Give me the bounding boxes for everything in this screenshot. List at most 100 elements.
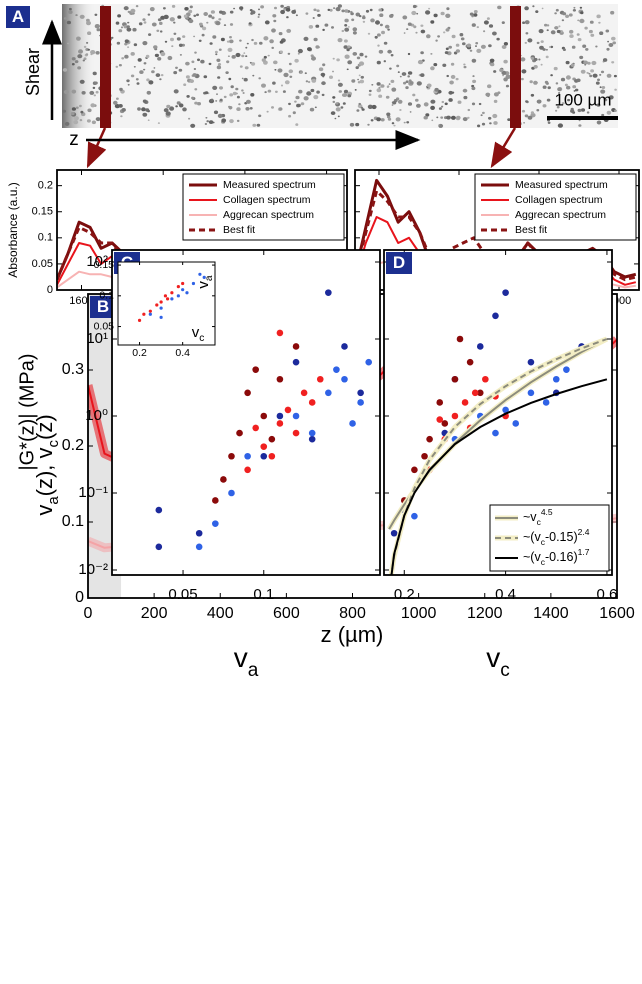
cell: [163, 7, 166, 10]
cell: [449, 80, 454, 85]
cell: [115, 65, 119, 68]
cell: [573, 6, 576, 9]
cell: [208, 62, 212, 66]
cell: [343, 89, 349, 94]
cell: [87, 108, 92, 113]
data-point: [436, 399, 444, 406]
cell: [489, 58, 495, 63]
cell: [376, 82, 381, 86]
cell: [367, 32, 371, 35]
cell: [259, 41, 263, 45]
cell: [455, 43, 460, 47]
cell: [463, 65, 467, 69]
cell: [482, 111, 485, 115]
cell: [214, 50, 218, 54]
cell: [351, 79, 356, 83]
cell: [426, 34, 431, 39]
cell: [568, 13, 573, 17]
cell: [127, 83, 130, 86]
cell: [156, 29, 160, 32]
cell: [76, 36, 81, 41]
cell: [82, 59, 86, 62]
cell: [317, 13, 321, 17]
cell: [199, 22, 203, 26]
y-tick-label: 0.05: [32, 258, 53, 270]
cell: [269, 39, 274, 44]
cell: [370, 18, 375, 23]
cell: [186, 17, 189, 20]
cell: [79, 79, 85, 84]
cell: [446, 115, 451, 120]
data-point: [155, 303, 159, 307]
cell: [73, 116, 79, 121]
y-tick-label: 10²: [86, 253, 108, 270]
cell: [154, 53, 159, 58]
cell: [349, 122, 355, 127]
cell: [159, 30, 163, 33]
cell: [358, 74, 361, 77]
cell: [443, 31, 446, 34]
cell: [113, 100, 118, 105]
cell: [524, 20, 530, 25]
cell: [392, 101, 397, 105]
cell: [596, 120, 602, 125]
data-point: [411, 512, 418, 520]
cell: [217, 63, 222, 66]
data-point: [148, 309, 152, 313]
cell: [430, 66, 435, 71]
legend-label: Aggrecan spectrum: [515, 209, 606, 221]
cell: [380, 84, 385, 88]
cell: [369, 8, 373, 12]
cell: [448, 45, 453, 49]
cell: [271, 106, 274, 109]
y-axis-label-part: (z): [32, 414, 57, 440]
cell: [493, 121, 498, 125]
cell: [229, 39, 234, 44]
cell: [212, 35, 217, 39]
cell: [527, 38, 533, 43]
cell: [219, 10, 223, 14]
cell: [417, 59, 424, 65]
cell: [555, 8, 559, 12]
cell: [600, 70, 605, 74]
y-tick-label: 10¹: [86, 330, 108, 347]
cell: [258, 77, 262, 80]
cell: [309, 107, 315, 112]
cell: [91, 120, 96, 125]
x-axis-label: vc: [486, 642, 510, 680]
cell: [73, 120, 79, 125]
cell: [169, 106, 175, 111]
cell: [194, 101, 198, 105]
cell: [117, 14, 121, 18]
legend-label: ~(vc-0.15)2.4: [523, 527, 590, 547]
cell: [316, 9, 320, 12]
cell: [456, 115, 461, 120]
fit-line: [390, 338, 608, 575]
cell: [126, 27, 132, 32]
cell: [232, 91, 237, 96]
cell: [256, 123, 261, 127]
cell: [490, 62, 495, 67]
cell: [423, 102, 429, 107]
cell: [239, 6, 244, 10]
data-point: [436, 416, 444, 423]
cell: [488, 44, 492, 48]
cell: [361, 108, 365, 111]
cell: [226, 40, 230, 43]
cell: [589, 20, 594, 24]
cell: [555, 109, 558, 112]
cell: [313, 37, 318, 42]
scale-label: 100 µm: [554, 90, 611, 109]
cell: [263, 36, 269, 41]
cell: [71, 89, 77, 94]
data-point: [159, 300, 163, 304]
cell: [420, 24, 424, 27]
cell: [284, 6, 287, 9]
data-point: [512, 420, 520, 427]
cell: [434, 87, 439, 92]
cell: [415, 31, 418, 34]
data-point: [260, 412, 268, 420]
cell: [370, 119, 374, 122]
x-tick-label: 1200: [467, 605, 503, 622]
